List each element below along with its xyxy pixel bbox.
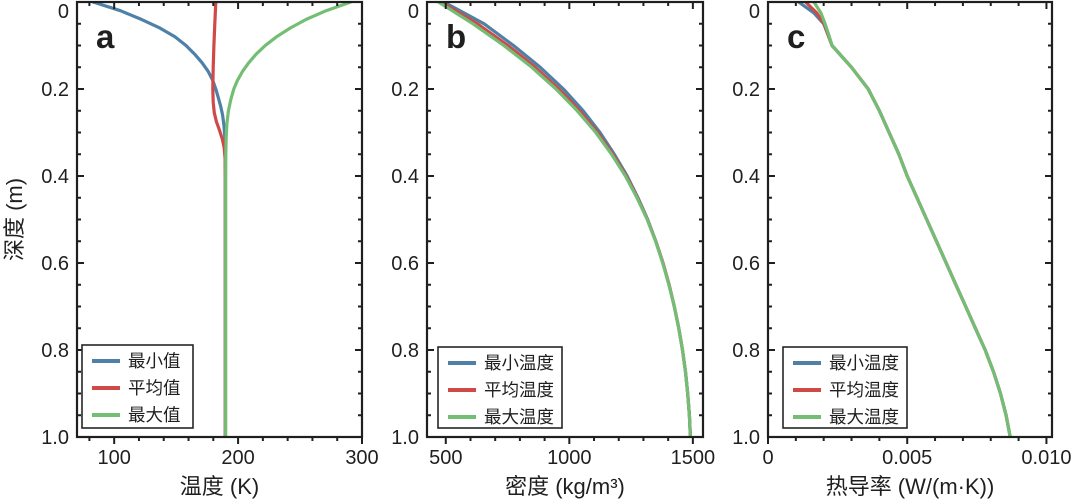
y-tick-label: 0 [408, 1, 419, 23]
legend-label: 最大温度 [829, 407, 899, 427]
x-tick-label: 0.010 [1021, 447, 1071, 469]
x-axis-label-a: 温度 (K) [180, 474, 259, 499]
panel-letter-b: b [446, 18, 466, 55]
panel-letter-a: a [96, 18, 115, 55]
panel-c: 0 0.005 0.010 0 0.2 0.4 0.6 0.8 1.0 c 热导率 (W/(m·K)… [732, 0, 1071, 499]
y-tick-label: 1.0 [732, 427, 760, 449]
series-max-line [224, 1, 353, 438]
legend-label: 平均温度 [484, 380, 554, 400]
y-tick-label: 0.2 [391, 79, 419, 101]
panel-letter-c: c [787, 18, 805, 55]
legend-box [437, 346, 563, 429]
legend-label: 最小温度 [829, 353, 899, 373]
y-tick-label: 0.6 [391, 253, 419, 275]
y-tick-label: 0.6 [732, 253, 760, 275]
y-tick-label: 0.8 [391, 340, 419, 362]
x-tick-label: 0.005 [882, 447, 932, 469]
x-tick-label: 500 [429, 447, 462, 469]
y-tick-label: 0 [58, 1, 69, 23]
y-tick-label: 1.0 [41, 427, 69, 449]
x-tick-label: 200 [221, 447, 254, 469]
series-max-line [436, 1, 693, 438]
y-tick-label: 0.2 [41, 79, 69, 101]
x-tick-label: 1000 [547, 447, 592, 469]
y-tick-label: 0.4 [41, 166, 69, 188]
y-tick-label: 0.8 [41, 340, 69, 362]
legend-label: 最大温度 [484, 407, 554, 427]
y-tick-label: 0 [749, 1, 760, 23]
x-tick-label: 0 [762, 447, 773, 469]
legend-label: 平均值 [128, 378, 181, 398]
x-tick-label: 1500 [671, 447, 716, 469]
x-axis-label-b: 密度 (kg/m³) [505, 474, 625, 499]
y-tick-label: 0.4 [732, 166, 760, 188]
y-tick-label: 0.6 [41, 253, 69, 275]
legend-label: 平均温度 [829, 380, 899, 400]
panel-a: 100 200 300 0 0.2 0.4 0.6 0.8 1.0 a 温度 (K) 最小值平均值最大… [41, 0, 379, 499]
y-axis-label: 深度 (m) [2, 178, 27, 261]
x-tick-label: 300 [345, 447, 378, 469]
legend-box [782, 346, 908, 429]
y-tick-label: 0.4 [391, 166, 419, 188]
plot-border [425, 0, 705, 439]
legend-label: 最小值 [128, 351, 181, 371]
panel-b: 500 1000 1500 0 0.2 0.4 0.6 0.8 1.0 b 密度 (kg/m³) 最小… [391, 0, 716, 499]
plot-border [75, 0, 364, 439]
legend-label: 最小温度 [484, 353, 554, 373]
y-tick-label: 0.2 [732, 79, 760, 101]
y-tick-label: 0.8 [732, 340, 760, 362]
x-axis-label-c: 热导率 (W/(m·K)) [826, 474, 995, 499]
plot-border [766, 0, 1054, 439]
x-tick-label: 100 [97, 447, 130, 469]
series-max-line [812, 1, 1012, 438]
y-tick-label: 1.0 [391, 427, 419, 449]
legend-label: 最大值 [128, 405, 181, 425]
